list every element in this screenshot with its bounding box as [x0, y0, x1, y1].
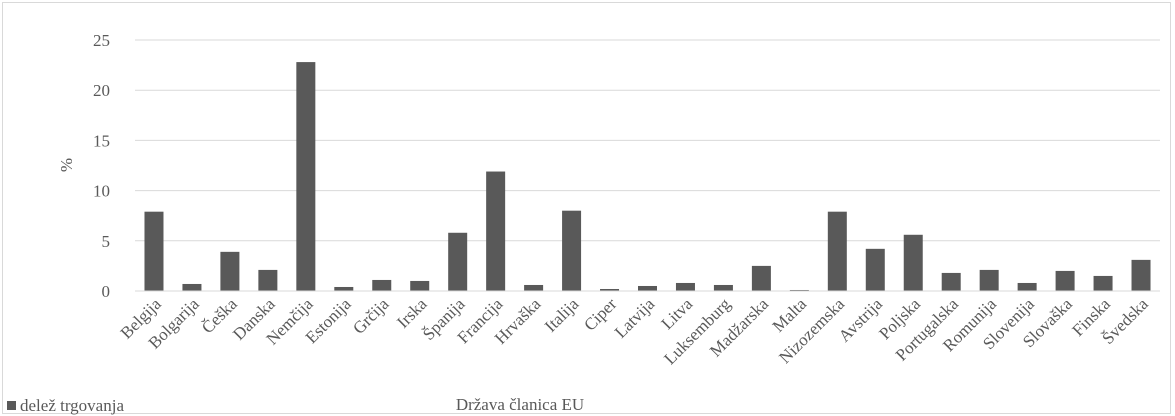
bar-Italija — [562, 210, 582, 291]
y-tick-label: 15 — [93, 131, 110, 150]
bar-Finska — [1093, 275, 1113, 291]
bar-Romunija — [979, 269, 999, 291]
y-axis-ticks: 0 5 10 15 20 25 — [93, 31, 110, 301]
bar-Nemčija — [296, 62, 316, 292]
x-axis-tick-labels: BelgijaBolgarijaČeškaDanskaNemčijaEstoni… — [117, 294, 1153, 368]
legend-label: delež trgovanja — [20, 396, 124, 415]
bar-Španija — [448, 232, 468, 291]
bar-Grčija — [372, 279, 392, 291]
bar-Hrvaška — [524, 284, 544, 291]
gridlines — [135, 39, 1160, 242]
bar-Slovenija — [1017, 282, 1037, 291]
bar-Danska — [258, 269, 278, 291]
y-tick-label: 10 — [93, 182, 110, 201]
bar-Belgija — [144, 211, 164, 291]
bar-Češka — [220, 251, 240, 291]
x-tick-label: Latvija — [611, 294, 659, 342]
x-tick-label: Italija — [541, 294, 583, 336]
y-axis-title: % — [57, 158, 76, 172]
x-tick-label: Avstrija — [835, 294, 887, 346]
bar-Švedska — [1131, 259, 1151, 291]
bar-Slovaška — [1055, 270, 1075, 291]
bar-Ciper — [600, 288, 620, 291]
x-tick-label: Grčija — [349, 294, 393, 338]
bar-Irska — [410, 280, 430, 291]
bar-Estonija — [334, 286, 354, 291]
bar-Latvija — [638, 285, 657, 291]
y-tick-label: 5 — [102, 232, 111, 251]
y-tick-label: 20 — [93, 81, 110, 100]
bar-Luksemburg — [713, 284, 733, 291]
bar-Nizozemska — [827, 211, 847, 291]
legend: delež trgovanja — [7, 396, 124, 415]
bar-Portugalska — [941, 272, 961, 291]
y-tick-label: 25 — [93, 31, 110, 50]
bars — [144, 62, 1151, 292]
legend-swatch — [7, 401, 16, 410]
bar-Poljska — [903, 234, 923, 291]
bar-Madžarska — [751, 265, 771, 291]
x-axis-title: Država članica EU — [456, 395, 584, 414]
bar-Francija — [486, 171, 506, 291]
y-tick-label: 0 — [102, 282, 111, 301]
bar-Litva — [675, 282, 695, 291]
bar-Avstrija — [865, 248, 885, 291]
bar-Malta — [789, 289, 809, 291]
bar-Bolgarija — [182, 283, 202, 291]
